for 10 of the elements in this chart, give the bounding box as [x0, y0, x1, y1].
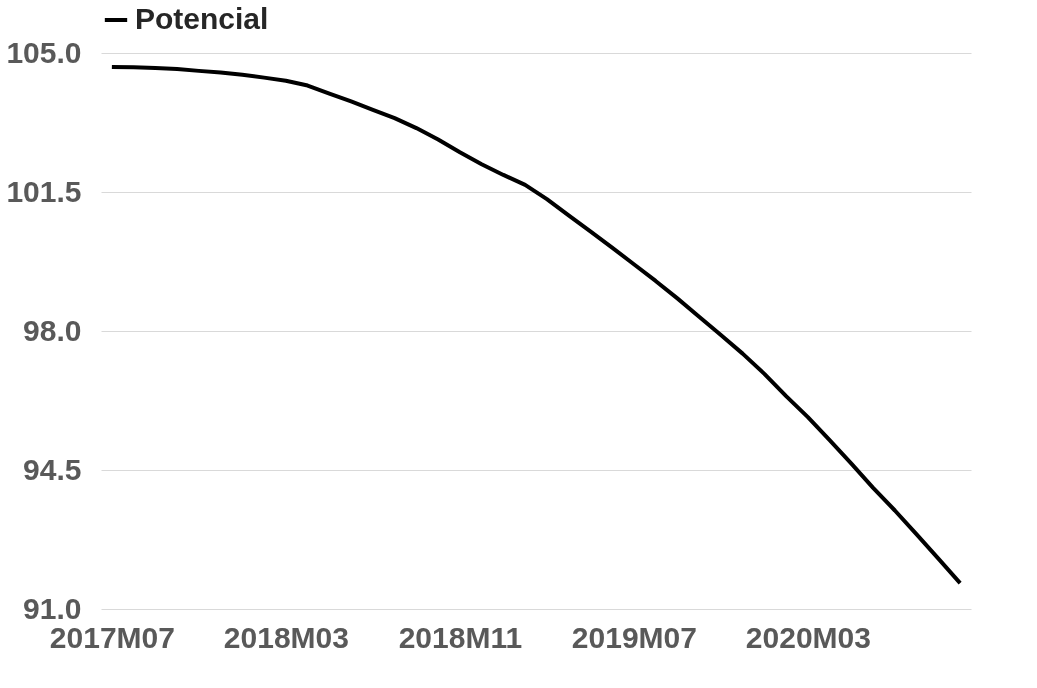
y-tick-label: 105.0	[6, 35, 82, 69]
y-tick-label: 98.0	[23, 313, 82, 347]
y-tick-label: 94.5	[23, 452, 82, 486]
x-tick-label: 2020M03	[745, 620, 871, 654]
legend-label: Potencial	[135, 2, 269, 35]
line-series	[109, 64, 963, 586]
y-tick-label: 101.5	[6, 174, 82, 208]
x-tick-label: 2018M11	[398, 620, 523, 654]
x-tick-label: 2018M03	[223, 620, 349, 654]
x-tick-label: 2019M07	[571, 620, 697, 654]
